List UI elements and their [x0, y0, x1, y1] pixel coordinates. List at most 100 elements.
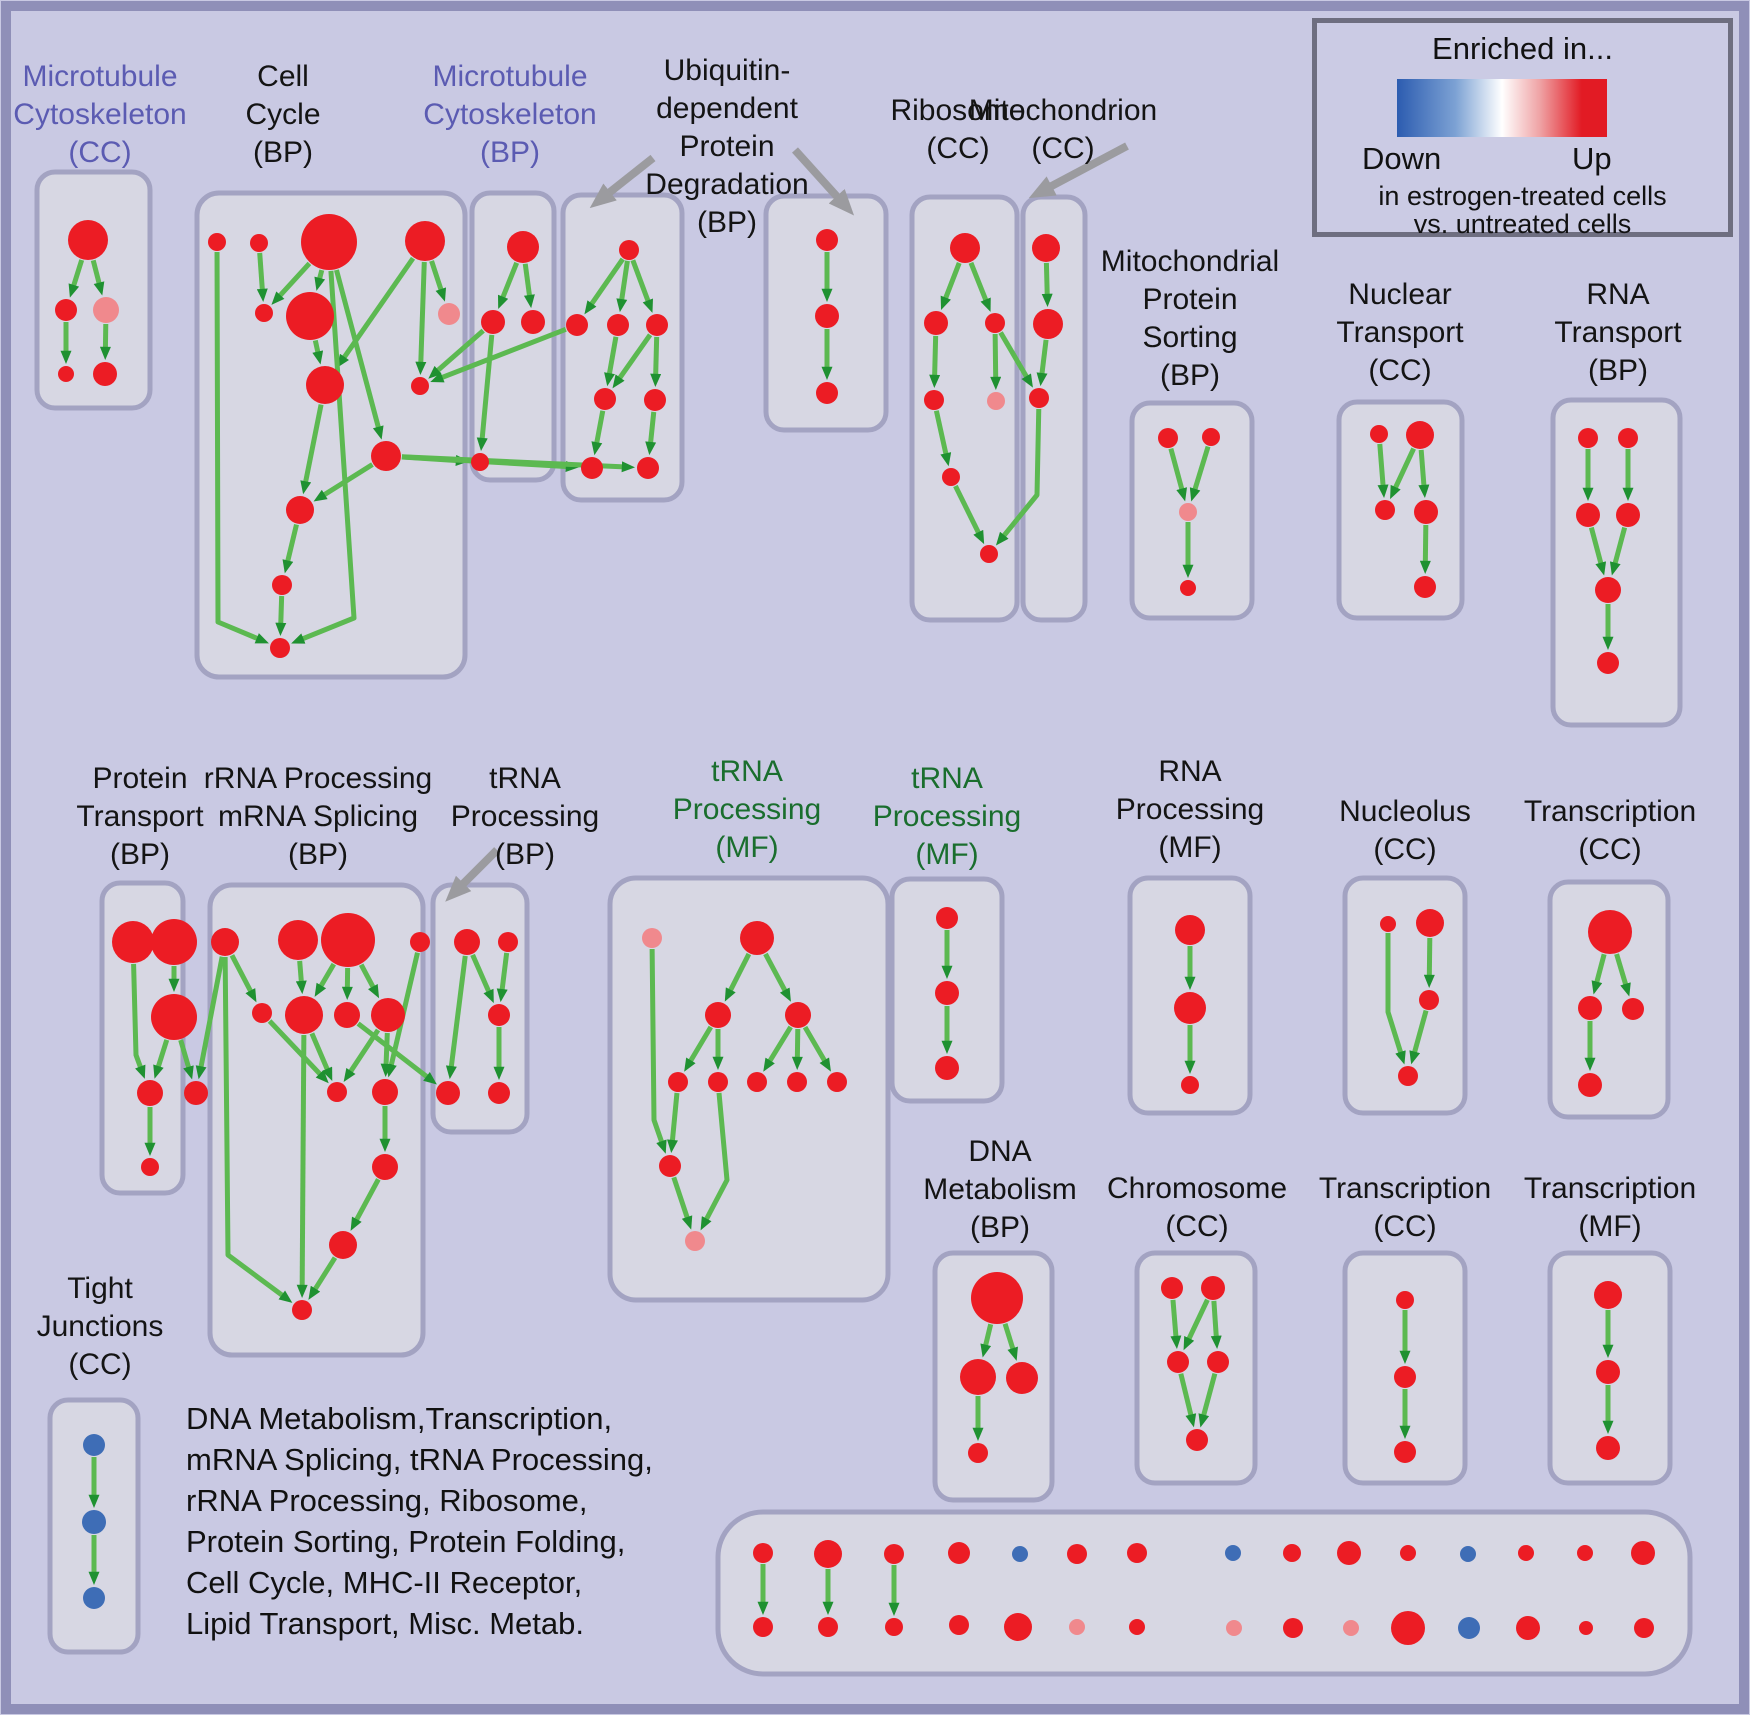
node-cell-cycle-ccd	[405, 221, 445, 261]
node-misc-metab-g6a	[1067, 1544, 1087, 1564]
cluster-label-line: dependent	[656, 92, 798, 125]
edge-p1-p4	[131, 963, 146, 1079]
node-dna-metabolism-da	[971, 1272, 1023, 1324]
node-misc-metab-g12a	[1460, 1546, 1476, 1562]
node-protein-transport-p5	[141, 1158, 159, 1176]
edge-q1-q3	[1377, 443, 1389, 499]
node-ribosome-r1	[950, 233, 980, 263]
cluster-label-nuclear-transport-cc: Nuclear Transport (CC)	[1336, 276, 1463, 390]
node-rrna-mrna-x3	[321, 913, 375, 967]
annotation-line: DNA Metabolism,Transcription,	[186, 1401, 613, 1436]
cluster-label-line: Processing	[450, 800, 600, 833]
cluster-label-nucleolus-cc: Nucleolus (CC)	[1339, 793, 1471, 869]
edge-r2-r4	[929, 335, 941, 389]
node-rrna-mrna-x4	[410, 932, 430, 952]
edge-ccd-cci	[415, 261, 427, 376]
node-microtubule-cc-m3	[93, 297, 119, 323]
cluster-label-line: Ubiquitin-	[663, 54, 791, 87]
edge-u1-u4	[630, 259, 653, 313]
cluster-label-microtubule-cytoskeleton-bp: Microtubule Cytoskeleton (BP)	[423, 58, 596, 172]
edge-z10-z11	[671, 1176, 693, 1230]
cluster-label-line: (BP)	[495, 838, 555, 871]
node-cell-cycle-ccj	[371, 441, 401, 471]
edge-z6-z11	[700, 1092, 730, 1231]
edge-u5-u7	[591, 410, 606, 456]
edge-cck-ccl	[282, 524, 299, 574]
node-dna-metabolism-dd	[968, 1443, 988, 1463]
cluster-label-line: (CC)	[1373, 833, 1437, 866]
edge-ca-cc2	[1170, 1299, 1182, 1350]
node-transcription-cc-mid-td	[1578, 1073, 1602, 1097]
edge-ccd-ccg	[429, 260, 447, 302]
edge-y1-y3	[470, 953, 494, 1004]
cluster-label-line: Transport	[76, 800, 204, 833]
node-nuclear-transport-q2	[1406, 421, 1434, 449]
node-rna-processing-mf-rpa	[1175, 915, 1205, 945]
node-misc-metab-g8a	[1225, 1545, 1241, 1561]
node-trna-bp-y4	[436, 1081, 460, 1105]
edge-x7-y4	[356, 1021, 437, 1085]
node-misc-metab-g4b	[949, 1615, 969, 1635]
edge-ccc-ccf	[314, 269, 326, 291]
cluster-label-line: Processing	[672, 793, 822, 826]
cluster-box-chromosome	[1134, 1250, 1258, 1486]
edge-ccb-cce	[256, 252, 268, 303]
cluster-label-rrna-processing-mrna-splicing-bp: rRNA Processing mRNA Splicing (BP)	[204, 760, 432, 874]
node-misc-metab-g11a	[1400, 1545, 1416, 1561]
mitochondrion-pointer	[1028, 142, 1129, 199]
node-misc-metab-g15b	[1634, 1618, 1654, 1638]
node-misc-metab-g8b	[1226, 1620, 1242, 1636]
node-ubiquitin-1-u5	[594, 388, 616, 410]
legend-title: Enriched in...	[1432, 31, 1613, 66]
node-tight-junctions-ja	[83, 1434, 105, 1456]
node-rrna-mrna-x9	[327, 1082, 347, 1102]
node-rna-transport-w2	[1618, 428, 1638, 448]
node-ribosome-r2	[924, 311, 948, 335]
cluster-label-line: RNA	[1586, 278, 1650, 311]
node-trna-mf-large-z2	[740, 921, 774, 955]
node-microtubule-cc-m2	[55, 299, 77, 321]
ubiquitin-right-pointer	[792, 147, 855, 216]
node-ubiquitin-1-u6	[644, 389, 666, 411]
node-ubiquitin-1-u1	[619, 240, 639, 260]
node-misc-metab-g1b	[753, 1617, 773, 1637]
node-dna-metabolism-dc	[1006, 1362, 1038, 1394]
edge-x3-x8	[358, 963, 380, 999]
edge-r4-r6	[933, 410, 952, 467]
cluster-label-trna-processing-mf-2: tRNA Processing (MF)	[873, 760, 1021, 874]
node-microtubule-cc-m5	[93, 362, 117, 386]
node-transcription-cc-mid-tc	[1622, 998, 1644, 1020]
cluster-label-trna-processing-mf-1: tRNA Processing (MF)	[673, 753, 821, 867]
node-ubiquitin-2-v1	[816, 229, 838, 251]
edge-u1-u3	[616, 260, 630, 313]
node-rrna-mrna-x8	[371, 998, 405, 1032]
node-chromosome-cb	[1201, 1276, 1225, 1300]
cluster-label-ubiquitin-degradation-bp: Ubiquitin-dependent Protein Degradation (BP…	[645, 52, 808, 242]
node-cell-cycle-cci	[411, 377, 429, 395]
node-transcription-mf-fb	[1596, 1360, 1620, 1384]
trna-bp-pointer	[445, 847, 500, 902]
annotation-line: Cell Cycle, MHC-II Receptor,	[186, 1565, 583, 1600]
cluster-label-line: (CC)	[1031, 132, 1095, 165]
node-nuclear-transport-q4	[1414, 500, 1438, 524]
node-cell-cycle-ccb	[250, 234, 268, 252]
edge-x5-x9	[267, 1019, 329, 1084]
node-ribosome-r3	[985, 313, 1005, 333]
node-trna-mf-large-z1	[642, 928, 662, 948]
node-ribosome-r6	[942, 468, 960, 486]
edge-u3-u5	[604, 336, 619, 387]
edge-r3-r5	[990, 333, 1002, 391]
cluster-label-line: Metabolism	[923, 1173, 1077, 1206]
edge-q2-q4	[1418, 449, 1430, 499]
cluster-label-line: (BP)	[969, 1211, 1030, 1244]
node-ubiquitin-2-v2	[815, 304, 839, 328]
node-trna-mf-large-z11	[685, 1231, 705, 1251]
node-ubiquitin-1-u3	[607, 314, 629, 336]
node-nuclear-transport-q3	[1375, 500, 1395, 520]
node-ubiquitin-1-u4	[646, 314, 668, 336]
legend: Enriched in... Down Up in estrogen-treat…	[1312, 18, 1733, 239]
cluster-label-line: Mitochondrial	[1100, 245, 1280, 278]
